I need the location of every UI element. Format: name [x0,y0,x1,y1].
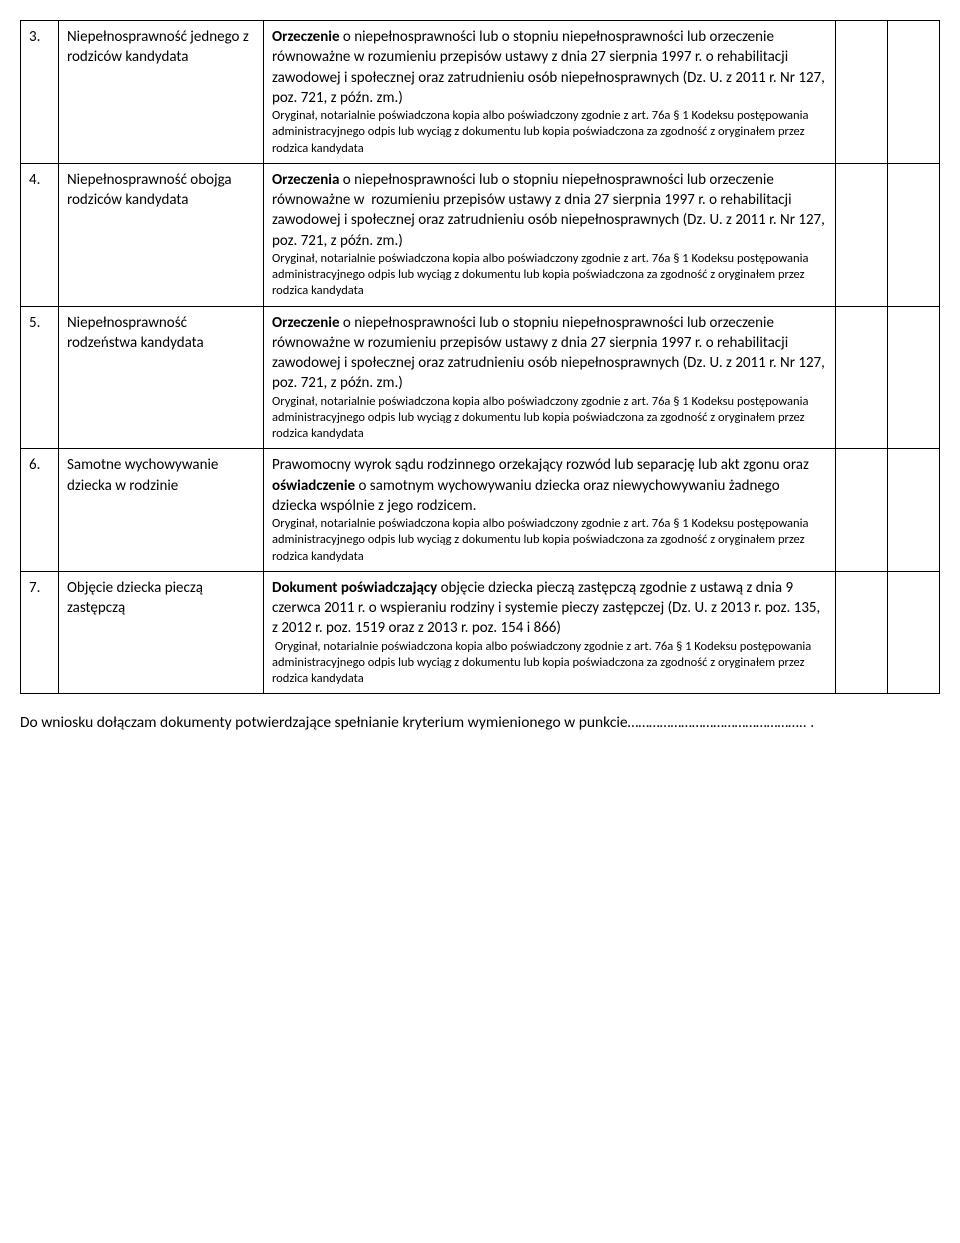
row-blank-2 [888,449,940,572]
row-description: Prawomocny wyrok sądu rodzinnego orzekaj… [264,449,836,572]
row-description: Orzeczenie o niepełnosprawności lub o st… [264,21,836,164]
row-description-main: Orzeczenie o niepełnosprawności lub o st… [272,27,827,108]
table-row: 5.Niepełnosprawność rodzeństwa kandydata… [21,306,940,449]
row-blank-1 [836,306,888,449]
row-number: 3. [21,21,59,164]
row-number: 4. [21,163,59,306]
row-criterion: Niepełnosprawność jednego z rodziców kan… [59,21,264,164]
row-blank-1 [836,571,888,694]
row-number: 5. [21,306,59,449]
row-criterion: Objęcie dziecka pieczą zastępczą [59,571,264,694]
criteria-table-body: 3.Niepełnosprawność jednego z rodziców k… [21,21,940,694]
row-description-main: Orzeczenia o niepełnosprawności lub o st… [272,170,827,251]
row-description-main: Dokument poświadczający objęcie dziecka … [272,578,827,639]
row-description-note: Oryginał, notarialnie poświadczona kopia… [272,394,827,443]
row-description: Dokument poświadczający objęcie dziecka … [264,571,836,694]
row-criterion: Niepełnosprawność obojga rodziców kandyd… [59,163,264,306]
row-description-note: Oryginał, notarialnie poświadczona kopia… [272,516,827,565]
row-blank-2 [888,571,940,694]
footer-text: Do wniosku dołączam dokumenty potwierdza… [20,712,940,734]
row-description-note: Oryginał, notarialnie poświadczona kopia… [272,108,827,157]
row-blank-2 [888,306,940,449]
row-description-main: Orzeczenie o niepełnosprawności lub o st… [272,313,827,394]
table-row: 4.Niepełnosprawność obojga rodziców kand… [21,163,940,306]
row-blank-1 [836,449,888,572]
row-number: 7. [21,571,59,694]
table-row: 3.Niepełnosprawność jednego z rodziców k… [21,21,940,164]
row-criterion: Samotne wychowywanie dziecka w rodzinie [59,449,264,572]
row-blank-2 [888,163,940,306]
row-blank-2 [888,21,940,164]
criteria-table: 3.Niepełnosprawność jednego z rodziców k… [20,20,940,694]
row-description-note: Oryginał, notarialnie poświadczona kopia… [272,639,827,688]
row-criterion: Niepełnosprawność rodzeństwa kandydata [59,306,264,449]
row-description-main: Prawomocny wyrok sądu rodzinnego orzekaj… [272,455,827,516]
row-description-note: Oryginał, notarialnie poświadczona kopia… [272,251,827,300]
table-row: 6.Samotne wychowywanie dziecka w rodzini… [21,449,940,572]
row-blank-1 [836,21,888,164]
row-description: Orzeczenia o niepełnosprawności lub o st… [264,163,836,306]
row-number: 6. [21,449,59,572]
table-row: 7.Objęcie dziecka pieczą zastępcząDokume… [21,571,940,694]
row-description: Orzeczenie o niepełnosprawności lub o st… [264,306,836,449]
row-blank-1 [836,163,888,306]
